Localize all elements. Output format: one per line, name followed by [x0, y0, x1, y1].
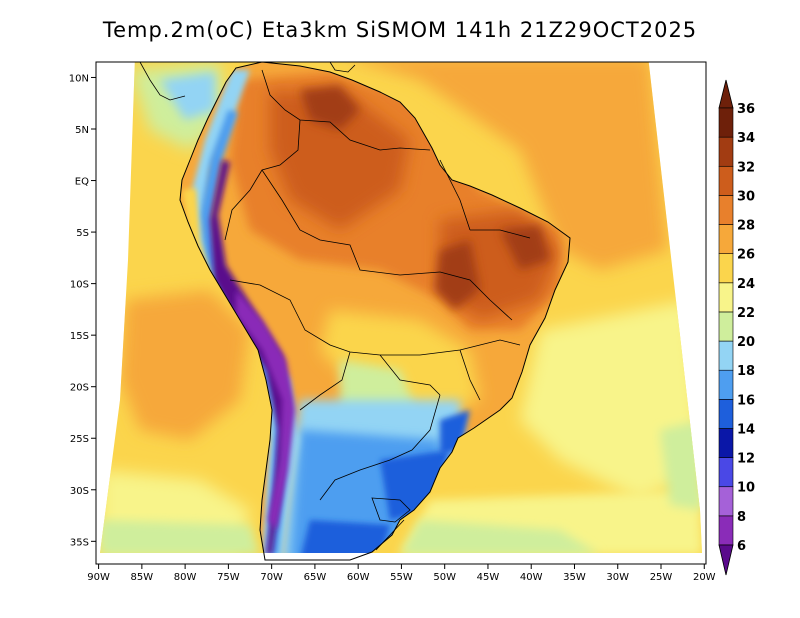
colorbar-label: 28 — [737, 219, 755, 234]
colorbar-label: 22 — [737, 306, 755, 321]
lat-tick-label: 5N — [75, 125, 89, 136]
lon-tick-label: 85W — [131, 572, 154, 583]
lon-tick-label: 60W — [347, 572, 370, 583]
lat-tick-label: 25S — [70, 434, 89, 445]
colorbar-label: 18 — [737, 364, 755, 379]
lat-tick-label: 10N — [69, 73, 89, 84]
colorbar-segment — [718, 136, 734, 167]
lon-tick-label: 20W — [693, 572, 716, 583]
lon-tick-label: 25W — [650, 572, 673, 583]
lon-tick-label: 70W — [260, 572, 283, 583]
colorbar-segment — [718, 428, 734, 458]
lat-tick-label: 20S — [70, 383, 89, 394]
colorbar-segment — [718, 515, 734, 546]
lon-tick-label: 65W — [304, 572, 327, 583]
colorbar-label: 32 — [737, 160, 755, 175]
lat-tick-label: 10S — [70, 280, 89, 291]
lon-tick-label: 50W — [433, 572, 456, 583]
lon-tick-label: 55W — [390, 572, 413, 583]
colorbar-segment — [718, 165, 734, 196]
lat-tick-label: EQ — [75, 177, 89, 188]
colorbar: 6 8 10 12 14 16 18 20 22 24 26 28 30 32 34 36 — [718, 79, 755, 576]
lon-tick-label: 35W — [563, 572, 586, 583]
longitude-axis: 90W 85W 80W 75W 70W 65W 60W 55W 50W 45W 40W 35W 30W 2… — [87, 564, 716, 583]
colorbar-segment — [718, 457, 734, 488]
colorbar-segment — [718, 311, 734, 342]
colorbar-label: 16 — [737, 393, 755, 408]
lat-tick-label: 30S — [70, 486, 89, 497]
colorbar-label: 10 — [737, 481, 755, 496]
colorbar-label: 24 — [737, 277, 755, 292]
colorbar-segment — [718, 486, 734, 517]
colorbar-label: 12 — [737, 452, 755, 467]
colorbar-segment — [718, 399, 734, 429]
temperature-field — [100, 62, 702, 561]
colorbar-segment — [718, 195, 734, 225]
colorbar-label: 20 — [737, 335, 755, 350]
lat-tick-label: 35S — [70, 537, 89, 548]
lon-tick-label: 45W — [477, 572, 500, 583]
colorbar-segment — [718, 340, 734, 371]
colorbar-segment — [718, 282, 734, 313]
map-title: Temp.2m(oC) Eta3km SiSMOM 141h 21Z29OCT2… — [102, 18, 698, 42]
colorbar-label: 26 — [737, 248, 755, 263]
lon-tick-label: 80W — [174, 572, 197, 583]
lon-tick-label: 90W — [87, 572, 110, 583]
colorbar-label: 8 — [737, 510, 746, 525]
lat-tick-label: 5S — [76, 228, 89, 239]
colorbar-label: 14 — [737, 422, 755, 437]
lon-tick-label: 40W — [520, 572, 543, 583]
colorbar-label: 34 — [737, 131, 755, 146]
colorbar-segment — [718, 224, 734, 254]
colorbar-label: 36 — [737, 102, 755, 117]
colorbar-under-arrow — [718, 544, 734, 576]
colorbar-segment — [718, 253, 734, 284]
colorbar-segment — [718, 369, 734, 400]
lat-tick-label: 15S — [70, 331, 89, 342]
colorbar-label: 6 — [737, 539, 746, 554]
colorbar-segment — [718, 107, 734, 138]
latitude-axis: 10N 5N EQ 5S 10S 15S 20S 25S 30S 35S — [69, 73, 96, 548]
lon-tick-label: 75W — [217, 572, 240, 583]
colorbar-label: 30 — [737, 189, 755, 204]
colorbar-over-arrow — [718, 79, 734, 109]
lon-tick-label: 30W — [606, 572, 629, 583]
